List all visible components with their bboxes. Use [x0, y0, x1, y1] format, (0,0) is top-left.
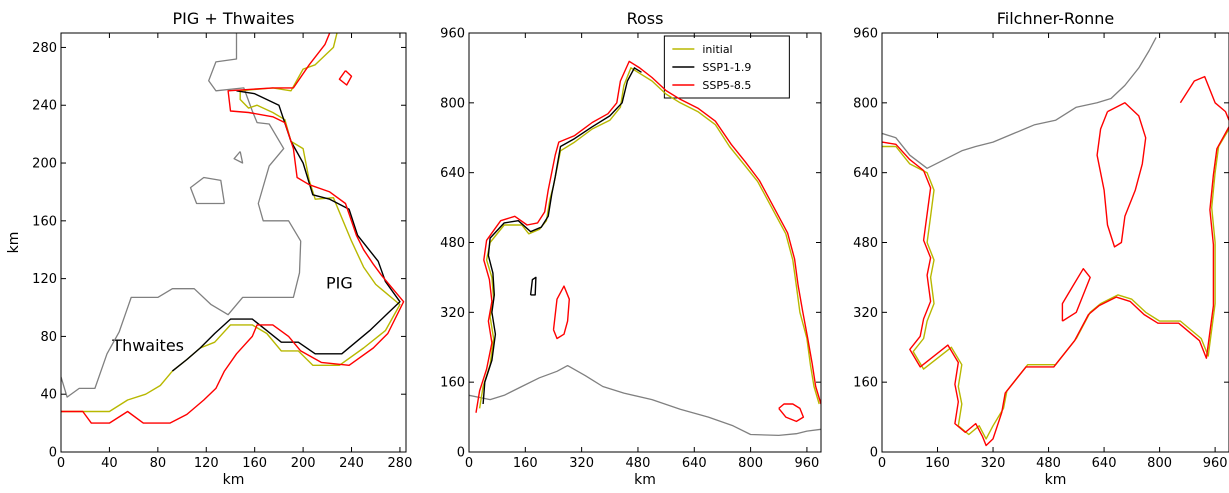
legend-label-initial: initial — [702, 43, 732, 56]
x-tick-label: 320 — [981, 456, 1006, 471]
series-line-ocean — [469, 364, 821, 437]
chart-pig-thwaites: PIG + Thwaites km km Thwaites PIG 0 40 80 1… — [6, 9, 412, 488]
x-tick-label: 160 — [242, 456, 267, 471]
chart-title: Filchner-Ronne — [997, 9, 1115, 28]
chart-ross: Ross km initial SSP1-1.9 SSP5-8.5 0 160 32… — [440, 9, 822, 488]
y-tick-label: 240 — [32, 99, 57, 114]
y-tick-label: 960 — [853, 27, 878, 42]
x-axis-label: km — [223, 472, 245, 488]
x-tick-label: 320 — [569, 456, 594, 471]
axes-frame — [60, 32, 407, 453]
chart-filchner-ronne: Filchner-Ronne km 0 160 320 480 640 800 960 0 16… — [853, 9, 1229, 488]
series-line-ssp1 — [482, 67, 642, 405]
series-line-ssp5 — [338, 70, 353, 86]
x-tick-label: 200 — [291, 456, 316, 471]
y-tick-label: 0 — [49, 446, 57, 461]
y-tick-label: 0 — [870, 446, 878, 461]
y-tick-label: 160 — [853, 376, 878, 391]
x-tick-label: 960 — [795, 456, 820, 471]
x-tick-label: 480 — [1036, 456, 1061, 471]
series-line-ocean — [882, 37, 1157, 169]
series-line-ssp5 — [61, 33, 405, 424]
legend: initial SSP1-1.9 SSP5-8.5 — [663, 35, 790, 99]
series-line-ssp5 — [475, 60, 821, 413]
chart-title: PIG + Thwaites — [172, 9, 294, 28]
series-line-ssp5 — [552, 285, 570, 340]
series-line-ssp5 — [882, 126, 1229, 447]
y-tick-label: 320 — [440, 306, 465, 321]
x-tick-label: 0 — [57, 456, 65, 471]
y-axis-label: km — [6, 232, 22, 254]
y-tick-label: 280 — [32, 41, 57, 56]
y-tick-label: 960 — [440, 27, 465, 42]
annotation-pig: PIG — [326, 274, 353, 293]
x-tick-label: 0 — [465, 456, 473, 471]
y-tick-label: 200 — [32, 157, 57, 172]
y-tick-label: 800 — [853, 96, 878, 111]
series-group — [61, 33, 405, 424]
y-tick-label: 0 — [457, 446, 465, 461]
series-line-initial — [882, 128, 1229, 440]
x-tick-label: 800 — [738, 456, 763, 471]
series-line-ocean — [189, 176, 226, 205]
series-line-ssp1 — [529, 276, 537, 296]
series-line-initial — [478, 67, 820, 409]
y-tick-label: 120 — [32, 272, 57, 287]
y-tick-label: 80 — [40, 330, 57, 345]
series-line-ssp5 — [1096, 102, 1147, 248]
y-tick-label: 320 — [853, 306, 878, 321]
x-tick-label: 800 — [1147, 456, 1172, 471]
y-tick-label: 640 — [440, 166, 465, 181]
x-tick-label: 120 — [194, 456, 219, 471]
y-tick-label: 480 — [440, 236, 465, 251]
y-tick-label: 800 — [440, 96, 465, 111]
legend-label-ssp1: SSP1-1.9 — [702, 61, 751, 74]
x-axis-label: km — [634, 472, 656, 488]
x-tick-label: 280 — [388, 456, 413, 471]
y-tick-label: 40 — [40, 388, 57, 403]
series-group — [469, 60, 821, 437]
y-tick-label: 160 — [440, 376, 465, 391]
series-line-ssp5 — [1179, 75, 1229, 121]
series-line-ocean — [61, 33, 302, 398]
x-tick-label: 240 — [339, 456, 364, 471]
series-line-ssp1 — [171, 90, 401, 372]
x-tick-label: 480 — [626, 456, 651, 471]
x-tick-label: 640 — [1092, 456, 1117, 471]
x-tick-label: 80 — [150, 456, 167, 471]
y-tick-label: 640 — [853, 166, 878, 181]
series-group — [882, 37, 1229, 447]
series-line-ssp5 — [1061, 268, 1091, 322]
y-tick-label: 160 — [32, 214, 57, 229]
chart-title: Ross — [627, 9, 664, 28]
annotation-thwaites: Thwaites — [111, 336, 184, 355]
x-tick-label: 0 — [878, 456, 886, 471]
x-tick-label: 640 — [682, 456, 707, 471]
legend-label-ssp5: SSP5-8.5 — [702, 79, 751, 92]
axes-frame — [881, 32, 1229, 453]
x-tick-label: 960 — [1203, 456, 1228, 471]
y-tick-label: 480 — [853, 236, 878, 251]
x-tick-label: 40 — [101, 456, 118, 471]
series-line-ocean — [233, 151, 244, 164]
x-tick-label: 160 — [513, 456, 538, 471]
x-axis-label: km — [1045, 472, 1067, 488]
series-line-ssp5 — [778, 403, 805, 423]
x-tick-label: 160 — [925, 456, 950, 471]
